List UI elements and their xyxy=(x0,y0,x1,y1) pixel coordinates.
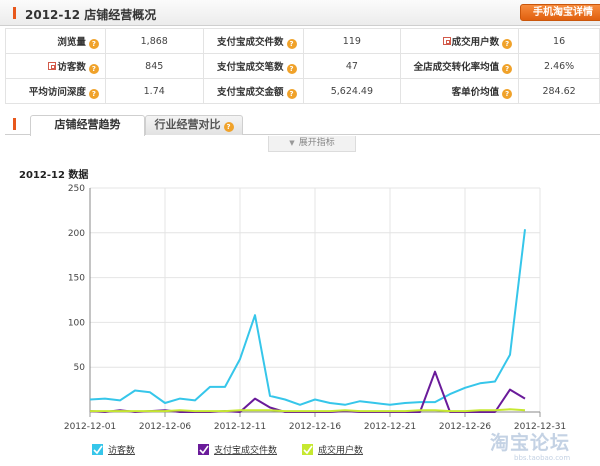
stats-row: 访客数? 845 支付宝成交笔数? 47 全店成交转化率均值? 2.46% xyxy=(5,53,600,79)
stat-value: 1.74 xyxy=(104,78,204,104)
expand-metrics-button[interactable]: ▼ 展开指标 xyxy=(268,136,356,152)
stat-label: 支付宝成交笔数 xyxy=(216,61,284,73)
page-title: 2012-12 店铺经营概况 xyxy=(25,8,157,22)
header-accent-bar xyxy=(13,7,16,19)
expand-metrics-label: 展开指标 xyxy=(298,138,335,148)
watermark-url: bbs.taobao.com xyxy=(514,454,571,462)
stat-label-cell: 支付宝成交金额? xyxy=(202,78,304,104)
tab-shop-trend[interactable]: 店铺经营趋势 xyxy=(30,115,145,136)
stat-value: 2.46% xyxy=(518,53,600,79)
hui-badge-icon xyxy=(442,36,451,45)
help-icon[interactable]: ? xyxy=(88,88,99,99)
stat-label: 访客数 xyxy=(57,61,86,73)
series-line-1 xyxy=(89,370,526,413)
help-icon[interactable]: ? xyxy=(88,38,99,49)
stat-label-cell: 浏览量? xyxy=(5,28,106,54)
legend-swatch-1 xyxy=(198,444,209,455)
stat-label-cell: 成交用户数? xyxy=(400,28,520,54)
x-tick-label: 2012-12-01 xyxy=(64,422,116,432)
x-tick-label: 2012-12-21 xyxy=(364,422,416,432)
stat-label: 支付宝成交件数 xyxy=(216,36,284,48)
stat-label: 成交用户数 xyxy=(451,36,500,48)
x-tick-label: 2012-12-06 xyxy=(139,422,192,432)
legend-check-icon xyxy=(303,445,313,455)
stat-label-cell: 访客数? xyxy=(5,53,106,79)
stat-label: 平均访问深度 xyxy=(28,86,86,98)
series-line-2 xyxy=(90,408,526,413)
help-icon[interactable]: ? xyxy=(286,63,297,74)
tab-industry-compare-label: 行业经营对比 xyxy=(154,118,221,131)
stat-value: 845 xyxy=(104,53,204,79)
stat-value: 16 xyxy=(518,28,600,54)
y-tick-label: 100 xyxy=(68,318,85,328)
legend-swatch-0 xyxy=(92,444,103,455)
tab-bar: 店铺经营趋势 行业经营对比? xyxy=(5,113,600,136)
stat-value: 284.62 xyxy=(518,78,600,104)
x-tick-label: 2012-12-16 xyxy=(289,422,342,432)
stats-row: 浏览量? 1,868 支付宝成交件数? 119 成交用户数? 16 xyxy=(5,28,600,54)
y-tick-label: 200 xyxy=(68,229,85,239)
stats-row: 平均访问深度? 1.74 支付宝成交金额? 5,624.49 客单价均值? 284.62 xyxy=(5,78,600,104)
hui-badge-icon xyxy=(48,61,57,70)
legend-check-icon xyxy=(93,445,103,455)
stat-label-cell: 客单价均值? xyxy=(400,78,520,104)
help-icon[interactable]: ? xyxy=(502,88,513,99)
y-tick-label: 250 xyxy=(68,184,85,194)
y-tick-label: 150 xyxy=(68,274,85,284)
help-icon[interactable]: ? xyxy=(88,63,99,74)
help-icon[interactable]: ? xyxy=(286,38,297,49)
stat-value: 1,868 xyxy=(104,28,204,54)
y-tick-label: 50 xyxy=(74,363,86,373)
stat-label-cell: 支付宝成交件数? xyxy=(202,28,304,54)
help-icon[interactable]: ? xyxy=(502,38,513,49)
stat-value: 47 xyxy=(302,53,402,79)
series-line-0 xyxy=(89,229,526,406)
stat-label: 客单价均值 xyxy=(451,86,500,98)
stat-label: 支付宝成交金额 xyxy=(216,86,284,98)
stat-label-cell: 平均访问深度? xyxy=(5,78,106,104)
legend-label-2: 成交用户数 xyxy=(318,444,363,456)
x-tick-label: 2012-12-26 xyxy=(439,422,492,432)
help-icon[interactable]: ? xyxy=(286,88,297,99)
chart-title: 2012-12 数据 xyxy=(19,170,89,181)
legend-label-0: 访客数 xyxy=(108,444,135,456)
page-header: 2012-12 店铺经营概况 手机淘宝详情 xyxy=(0,0,600,26)
help-icon[interactable]: ? xyxy=(502,63,513,74)
mobile-taobao-detail-button[interactable]: 手机淘宝详情 xyxy=(520,4,600,21)
help-icon[interactable]: ? xyxy=(223,122,234,132)
tab-shop-trend-label: 店铺经营趋势 xyxy=(54,118,121,131)
stat-value: 5,624.49 xyxy=(302,78,402,104)
stat-label-cell: 支付宝成交笔数? xyxy=(202,53,304,79)
tab-industry-compare[interactable]: 行业经营对比? xyxy=(145,115,243,135)
watermark-logo: 淘宝论坛 xyxy=(490,432,571,454)
legend-label-1: 支付宝成交件数 xyxy=(214,444,277,456)
trend-line-chart: 50 100 150 200 250 2012-12-01 2012-12-06 2012-1… xyxy=(64,184,566,456)
stat-label-cell: 全店成交转化率均值? xyxy=(400,53,520,79)
tab-accent-bar xyxy=(13,118,16,130)
x-tick-label: 2012-12-31 xyxy=(514,422,566,432)
stats-table: 浏览量? 1,868 支付宝成交件数? 119 成交用户数? 16 访客数? 845 支付宝成交… xyxy=(5,28,600,104)
stat-label: 全店成交转化率均值 xyxy=(413,61,500,73)
legend-swatch-2 xyxy=(302,444,313,455)
x-tick-label: 2012-12-11 xyxy=(214,422,266,432)
stat-value: 119 xyxy=(302,28,402,54)
legend-check-icon xyxy=(199,445,209,455)
stat-label: 浏览量 xyxy=(57,36,86,48)
chevron-down-icon: ▼ xyxy=(289,139,295,147)
